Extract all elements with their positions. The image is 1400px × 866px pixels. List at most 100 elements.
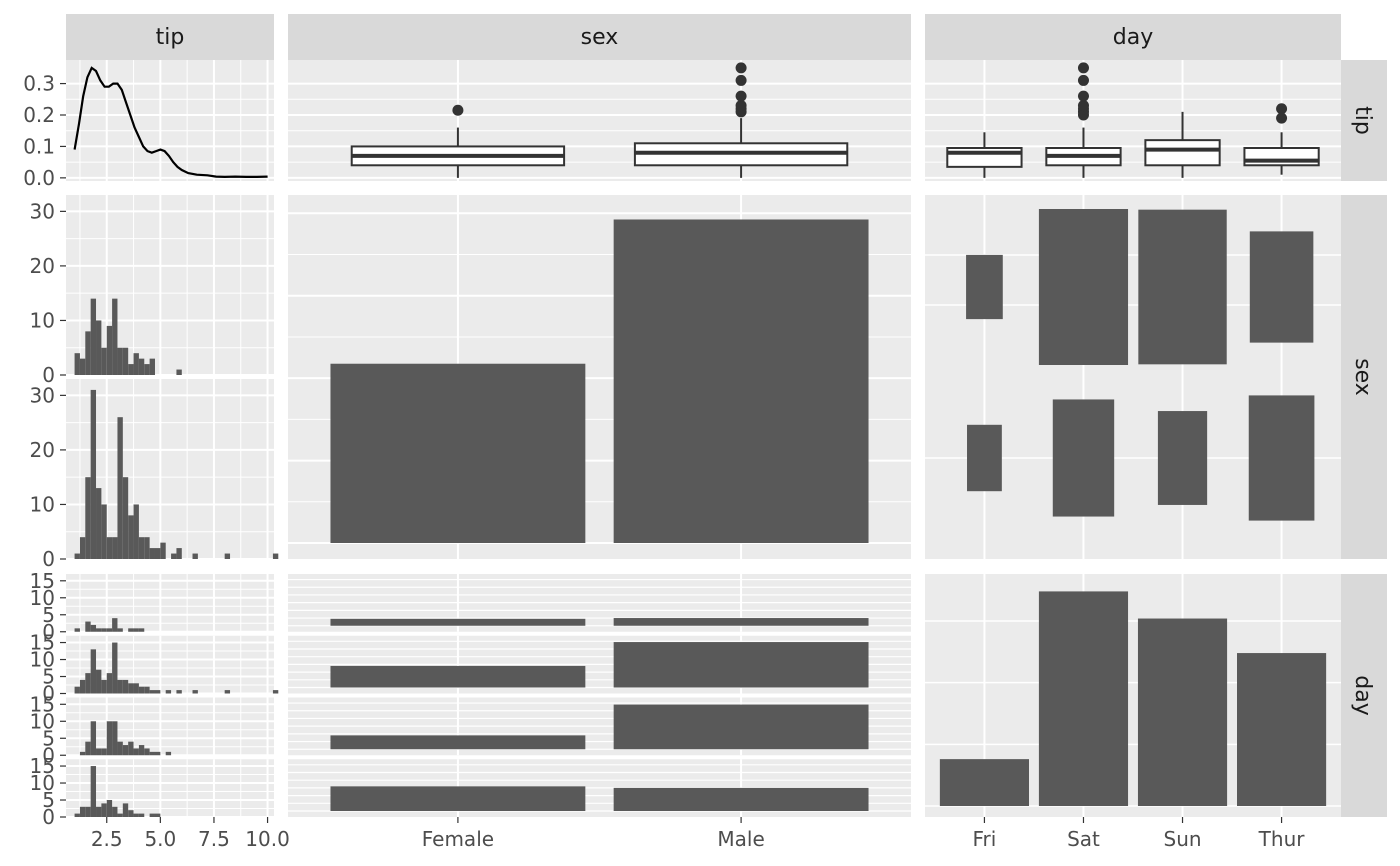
hist-bar	[79, 537, 86, 559]
outlier-point	[1276, 112, 1288, 124]
hist-bar	[96, 669, 102, 694]
bar-fri	[939, 759, 1029, 806]
strip-right-sex	[1341, 195, 1387, 559]
hist-bar	[74, 553, 80, 559]
hist-sun-y-tick-label: 0	[42, 743, 55, 767]
strip-right-day	[1341, 574, 1387, 817]
hist-bar	[154, 690, 161, 694]
hist-bar	[144, 364, 150, 375]
hist-bar	[117, 741, 123, 756]
hist-bar	[96, 320, 102, 375]
hist-bar	[96, 628, 102, 632]
mosaic-sat-female	[1052, 399, 1115, 517]
outlier-point	[735, 100, 747, 112]
hist-bar	[133, 683, 139, 694]
bar-sun-male	[613, 704, 869, 750]
hist-bar	[74, 628, 80, 632]
hist-fri-y-tick-label: 0	[42, 620, 55, 644]
tip-row-y-tick-label: 0.2	[23, 103, 55, 127]
hist-bar	[176, 548, 182, 559]
hist-bar	[106, 673, 113, 694]
strip-right-tip	[1341, 60, 1387, 181]
bar-sat-male	[613, 642, 869, 688]
hist-female-y-tick-label: 20	[30, 254, 55, 278]
hist-bar	[192, 690, 198, 694]
hist-bar	[106, 628, 113, 632]
hist-fri-y-tick-label: 10	[30, 586, 55, 610]
hist-male-y-tick-label: 0	[42, 547, 55, 571]
hist-bar	[101, 628, 107, 632]
hist-bar	[149, 813, 155, 817]
x-tick-label-male: Male	[717, 827, 764, 851]
hist-bar	[85, 331, 91, 375]
hist-bar	[138, 537, 145, 559]
hist-fri-y-tick-label: 5	[42, 603, 55, 627]
hist-bar	[117, 813, 123, 817]
hist-bar	[144, 686, 150, 694]
hist-bar	[128, 628, 134, 632]
bar-sun-female	[330, 735, 586, 750]
outlier-point	[1077, 74, 1089, 86]
hist-sat-y-tick-label: 5	[42, 665, 55, 689]
hist-sat-y-tick-label: 10	[30, 648, 55, 672]
hist-bar	[96, 748, 102, 756]
hist-bar	[122, 679, 129, 694]
hist-bar	[133, 504, 139, 559]
hist-bar	[106, 800, 113, 817]
strip-label-top-tip: tip	[156, 25, 185, 50]
hist-bar	[133, 813, 139, 817]
box-thur	[1243, 103, 1320, 175]
strip-label-right-sex: sex	[1350, 358, 1375, 396]
outlier-point	[1276, 103, 1288, 115]
bar-thur-female	[330, 786, 586, 811]
hist-bar	[128, 810, 134, 817]
hist-bar	[79, 358, 86, 375]
panel-hist-fri	[66, 574, 274, 632]
outlier-point	[735, 90, 747, 102]
hist-bar	[224, 690, 231, 694]
mosaic-sat-male	[1038, 209, 1129, 365]
outlier-point	[1077, 100, 1089, 112]
strip-layer: tip sex day tip sex day	[66, 14, 1387, 817]
bar-fri-female	[330, 618, 586, 626]
hist-bar	[90, 624, 97, 632]
hist-bar	[96, 488, 102, 559]
density-line	[73, 66, 268, 179]
hist-sat-y-tick-label: 15	[30, 631, 55, 655]
bar-thur-male	[613, 787, 869, 811]
x-tick-label-female: Female	[422, 827, 494, 851]
strip-label-right-day: day	[1350, 675, 1375, 715]
x-tick-label-tip: 7.5	[198, 827, 230, 851]
hist-bar	[176, 369, 182, 375]
hist-bar	[112, 618, 118, 632]
hist-bar	[85, 673, 91, 694]
hist-bar	[90, 389, 97, 559]
hist-bar	[138, 628, 145, 632]
hist-bar	[272, 553, 279, 559]
bar-sat	[1038, 591, 1129, 806]
bar-male	[613, 219, 869, 543]
hist-bar	[122, 347, 129, 375]
hist-bar	[85, 806, 91, 817]
hist-bar	[106, 537, 113, 559]
hist-bar	[224, 553, 231, 559]
hist-bar	[112, 537, 118, 559]
hist-bar	[117, 347, 123, 375]
hist-bar	[96, 806, 102, 817]
hist-bar	[122, 477, 129, 559]
hist-bar	[144, 748, 150, 756]
hist-bar	[133, 353, 139, 375]
hist-bar	[176, 690, 182, 694]
hist-bar	[117, 679, 123, 694]
strip-label-top-sex: sex	[581, 25, 619, 50]
hist-bar	[106, 325, 113, 375]
hist-male-y-tick-label: 10	[30, 492, 55, 516]
hist-bar	[90, 298, 97, 375]
box-sun	[1144, 111, 1221, 178]
hist-female-y-tick-label: 30	[30, 199, 55, 223]
hist-bar	[133, 628, 139, 632]
hist-bar	[74, 686, 80, 694]
box-fri	[946, 132, 1023, 178]
box-male	[633, 62, 849, 178]
